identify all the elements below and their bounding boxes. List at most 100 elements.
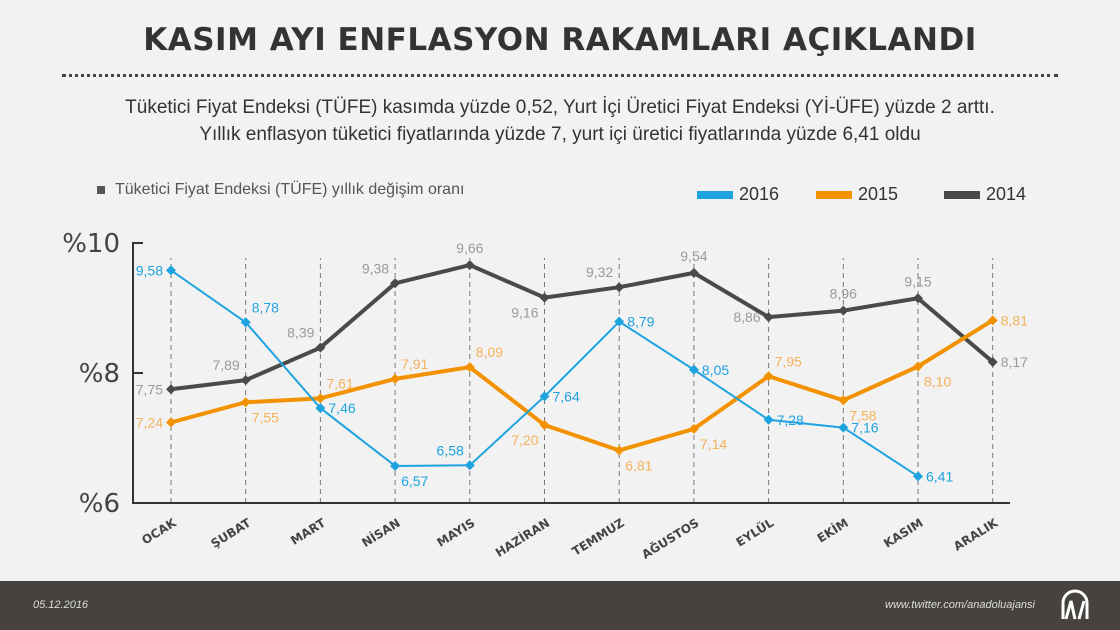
x-tick-label: NİSAN	[359, 515, 403, 550]
y-tick-label: %8	[79, 359, 120, 389]
data-label-2016: 7,28	[777, 412, 804, 428]
page-title: KASIM AYI ENFLASYON RAKAMLARI AÇIKLANDI	[143, 22, 977, 58]
data-label-2015: 7,55	[252, 409, 279, 425]
data-label-2015: 7,20	[511, 432, 538, 448]
square-bullet-icon	[97, 185, 105, 194]
data-point-2015	[240, 397, 251, 408]
data-label-2014: 8,17	[1001, 354, 1028, 370]
data-label-2016: 6,41	[926, 468, 953, 484]
series-line-2014	[170, 263, 994, 392]
data-point-2016	[315, 403, 326, 414]
x-tick-label: AĞUSTOS	[639, 515, 702, 562]
data-point-2014	[763, 312, 774, 323]
legend-item-2016: 2016	[697, 184, 779, 205]
data-label-2015: 8,09	[476, 344, 503, 360]
data-point-2014	[913, 293, 923, 304]
data-point-2014	[539, 292, 550, 303]
data-point-2016	[539, 391, 550, 402]
data-point-2016	[166, 265, 176, 276]
data-label-2014: 9,32	[586, 264, 613, 280]
chart-title-text: Tüketici Fiyat Endeksi (TÜFE) yıllık değ…	[115, 181, 465, 198]
data-point-2016	[688, 364, 699, 375]
x-tick-label: MAYIS	[434, 516, 477, 550]
data-point-2016	[763, 414, 774, 425]
data-label-2014: 8,96	[830, 286, 857, 302]
data-label-2015: 7,95	[775, 353, 802, 369]
data-label-2016: 7,16	[851, 420, 878, 436]
data-label-2014: 9,16	[511, 305, 538, 321]
date: 05.12.2016	[33, 599, 89, 611]
x-tick-label: ŞUBAT	[208, 515, 253, 551]
series-line-2015	[170, 318, 994, 453]
legend-swatch	[944, 190, 980, 199]
subtitle-line: Yıllık enflasyon tüketici fiyatlarında y…	[199, 124, 921, 145]
data-label-2014: 8,86	[733, 309, 760, 325]
aa-logo-icon	[1061, 589, 1089, 620]
data-label-2014: 9,66	[456, 240, 483, 256]
data-label-2015: 8,10	[924, 374, 951, 390]
data-label-2015: 7,24	[136, 414, 163, 430]
data-point-2015	[166, 417, 176, 428]
data-label-2014: 9,15	[904, 273, 931, 289]
data-point-2016	[838, 422, 849, 433]
data-point-2014	[987, 356, 998, 367]
data-point-2014	[390, 278, 401, 289]
data-point-2015	[614, 445, 625, 456]
data-label-2014: 7,89	[212, 357, 239, 373]
line-chart: OCAK ŞUBAT MART NİSAN MAYIS HAZİRAN TEMMUZ AĞUS…	[62, 229, 1028, 562]
data-label-2015: 7,91	[401, 356, 428, 372]
x-tick-label: KASIM	[881, 516, 925, 551]
data-point-2015	[464, 362, 475, 373]
legend-label: 2016	[739, 184, 780, 204]
data-point-2014	[166, 384, 176, 395]
data-label-2014: 7,75	[136, 381, 163, 397]
x-tick-label: EKİM	[814, 515, 851, 546]
data-point-2016	[464, 460, 475, 471]
data-point-2015	[390, 373, 401, 384]
data-point-2015	[315, 393, 326, 404]
data-point-2014	[688, 267, 699, 278]
data-label-2014: 8,39	[287, 325, 314, 341]
data-label-2014: 9,38	[362, 260, 389, 276]
data-label-2015: 7,61	[326, 375, 353, 391]
data-point-2016	[240, 317, 251, 328]
legend-label: 2014	[986, 184, 1027, 204]
data-label-2016: 7,64	[553, 388, 580, 404]
data-label-2015: 6,81	[625, 457, 652, 473]
data-label-2016: 9,58	[136, 262, 163, 278]
chart-title: Tüketici Fiyat Endeksi (TÜFE) yıllık değ…	[97, 181, 464, 199]
x-tick-label: TEMMUZ	[570, 516, 627, 559]
data-point-2015	[987, 315, 998, 326]
data-label-2016: 8,79	[627, 314, 654, 330]
data-point-2014	[240, 375, 251, 386]
y-tick-label: %6	[79, 489, 120, 519]
x-tick-label: EYLÜL	[733, 515, 776, 550]
data-point-2014	[838, 305, 849, 316]
data-point-2016	[913, 471, 923, 482]
data-label-2015: 7,14	[700, 436, 727, 452]
footer: 05.12.2016 www.twitter.com/anadoluajansi	[0, 581, 1120, 630]
legend-item-2014: 2014	[944, 184, 1026, 205]
subtitle-line: Tüketici Fiyat Endeksi (TÜFE) kasımda yü…	[125, 97, 995, 118]
data-point-2015	[763, 371, 774, 382]
legend-label: 2015	[858, 184, 899, 204]
subtitle: Tüketici Fiyat Endeksi (TÜFE) kasımda yü…	[0, 94, 1120, 148]
data-point-2016	[390, 460, 401, 471]
data-label-2015: 8,81	[1001, 312, 1028, 328]
x-tick-label: ARALIK	[951, 515, 1001, 553]
x-tick-label: MART	[288, 515, 328, 548]
data-point-2016	[614, 316, 625, 327]
data-label-2015: 7,58	[849, 407, 876, 423]
legend-item-2015: 2015	[816, 184, 898, 205]
y-tick-label: %10	[62, 229, 120, 259]
data-point-2015	[838, 395, 849, 406]
data-label-2014: 9,54	[680, 248, 707, 264]
data-label-2016: 8,05	[702, 362, 729, 378]
data-point-2015	[539, 420, 550, 430]
data-point-2014	[464, 260, 475, 271]
legend-swatch	[697, 190, 733, 199]
data-point-2014	[315, 342, 326, 353]
twitter-link[interactable]: www.twitter.com/anadoluajansi	[885, 599, 1035, 611]
data-point-2014	[614, 282, 625, 293]
data-label-2016: 6,57	[401, 473, 428, 489]
